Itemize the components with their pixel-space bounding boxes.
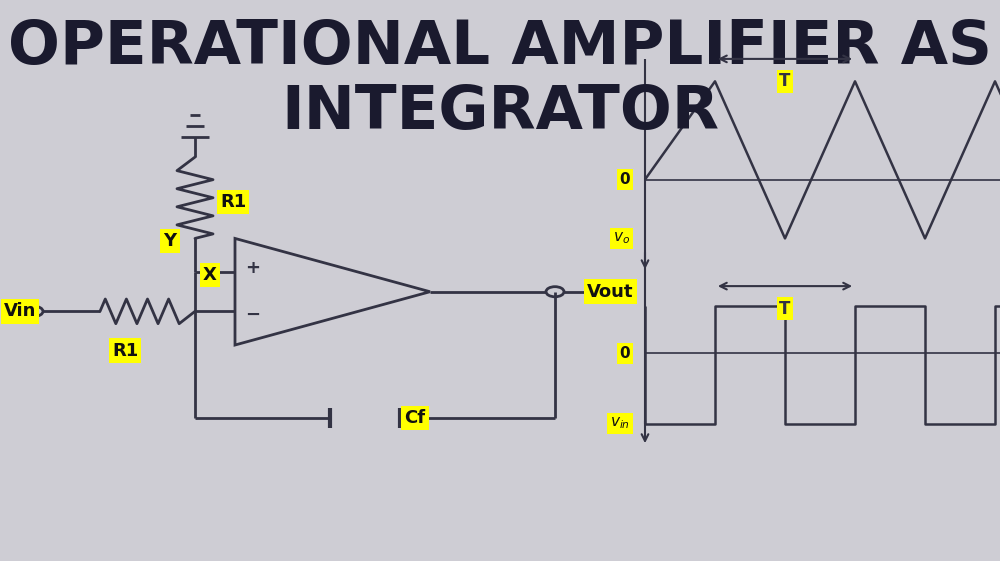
Text: $v_o$: $v_o$ bbox=[613, 231, 630, 246]
Text: R1: R1 bbox=[220, 193, 246, 211]
Text: Y: Y bbox=[163, 232, 177, 250]
Text: T: T bbox=[779, 300, 791, 318]
Text: +: + bbox=[246, 259, 260, 277]
Text: Cf: Cf bbox=[404, 409, 426, 427]
Text: 0: 0 bbox=[619, 172, 630, 187]
Text: T: T bbox=[779, 72, 791, 90]
Text: −: − bbox=[245, 306, 261, 324]
Text: Vin: Vin bbox=[4, 302, 36, 320]
Text: OPERATIONAL AMPLIFIER AS: OPERATIONAL AMPLIFIER AS bbox=[8, 18, 992, 77]
Text: R1: R1 bbox=[112, 342, 138, 360]
Text: 0: 0 bbox=[619, 346, 630, 361]
Text: INTEGRATOR: INTEGRATOR bbox=[281, 82, 719, 142]
Text: $v_{in}$: $v_{in}$ bbox=[610, 416, 630, 431]
Text: Vout: Vout bbox=[587, 283, 633, 301]
Text: X: X bbox=[203, 266, 217, 284]
